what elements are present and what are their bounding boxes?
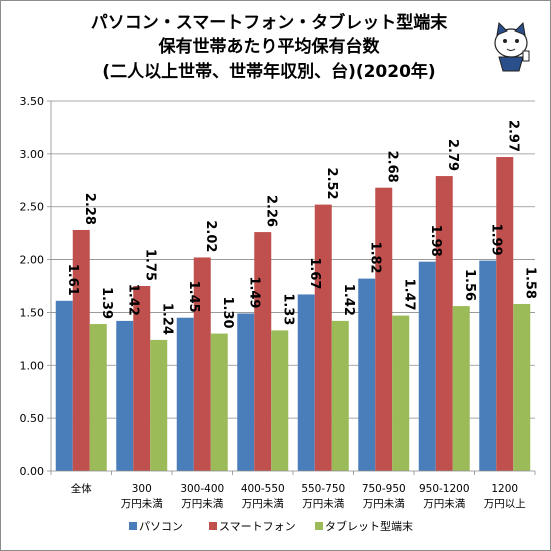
- category-label: 750-950: [362, 483, 406, 495]
- chart-title-line: パソコン・スマートフォン・タブレット型端末: [91, 12, 448, 33]
- y-tick-label: 1.50: [20, 306, 45, 319]
- bar: [496, 157, 514, 471]
- data-label: 1.82: [367, 242, 382, 274]
- y-tick-label: 3.00: [20, 148, 45, 161]
- data-label: 1.99: [488, 224, 503, 256]
- y-axis-ticks: 0.00 0.50 1.00 1.50 2.00 2.50 3.00 3.50: [20, 95, 51, 478]
- category-label: 300-400: [180, 483, 224, 495]
- bar: [314, 204, 332, 471]
- data-label: 2.52: [324, 168, 339, 200]
- category-label: 万円未満: [121, 498, 163, 510]
- cat-body: [498, 56, 524, 72]
- chart-title-line: (二人以上世帯、世帯年収別、台)(2020年): [102, 61, 435, 82]
- data-label: 1.98: [428, 225, 443, 257]
- category-label: 全体: [71, 482, 92, 495]
- cat-eye: [515, 39, 519, 43]
- data-label: 1.61: [65, 264, 80, 296]
- cat-mouth: [506, 48, 516, 51]
- category-label: 950-1200: [419, 483, 470, 495]
- data-label: 1.49: [246, 276, 261, 308]
- data-label: 1.42: [125, 284, 140, 316]
- bar: [116, 320, 134, 471]
- bar: [72, 229, 90, 471]
- bar: [479, 260, 497, 471]
- category-label: 1200: [491, 483, 518, 495]
- category-label: 万円未満: [302, 498, 344, 510]
- bar: [513, 303, 531, 471]
- bars: [55, 157, 531, 472]
- bar: [237, 313, 255, 471]
- bar: [271, 330, 289, 471]
- y-tick-label: 3.50: [20, 95, 45, 108]
- y-tick-label: 2.00: [20, 254, 45, 267]
- data-label: 2.02: [203, 220, 218, 252]
- data-label: 1.67: [307, 257, 322, 289]
- data-label: 2.28: [82, 193, 97, 225]
- category-label: 万円未満: [181, 498, 223, 510]
- data-label: 2.26: [263, 195, 278, 227]
- bar: [150, 339, 168, 471]
- y-tick-label: 2.50: [20, 201, 45, 214]
- data-label: 1.33: [280, 293, 295, 325]
- data-label: 1.58: [522, 267, 537, 299]
- axes: [50, 101, 536, 475]
- category-label: 万円未満: [242, 498, 284, 510]
- data-label: 1.42: [341, 284, 356, 316]
- category-label: 万円未満: [423, 498, 465, 510]
- cat-mascot-icon: [494, 21, 530, 72]
- bar: [254, 232, 272, 471]
- legend-label: スマートフォン: [219, 520, 296, 533]
- data-labels: 1.61 1.42 1.45 1.49 1.67 1.82 1.98 1.99 2.28 1.75…: [65, 120, 538, 335]
- bar: [358, 278, 376, 471]
- bar: [418, 261, 436, 471]
- cat-ear: [496, 21, 508, 36]
- bar: [452, 306, 470, 471]
- data-label: 1.56: [462, 269, 477, 301]
- bar: [375, 187, 393, 471]
- category-label: 550-750: [301, 483, 345, 495]
- cat-eye: [503, 39, 507, 43]
- category-label: 300: [132, 483, 152, 495]
- data-label: 2.97: [505, 120, 520, 152]
- legend: パソコン スマートフォン タブレット型端末: [129, 519, 413, 533]
- data-label: 1.47: [401, 279, 416, 311]
- bar: [392, 315, 410, 471]
- y-tick-label: 0.00: [20, 465, 45, 478]
- bar: [133, 286, 151, 471]
- legend-swatch: [129, 522, 137, 530]
- data-label: 2.68: [384, 151, 399, 183]
- data-label: 1.45: [186, 281, 201, 313]
- chart-title-line: 保有世帯あたり平均保有台数: [158, 36, 381, 57]
- cat-ear: [514, 21, 526, 36]
- bar: [210, 333, 228, 471]
- data-label: 1.24: [159, 303, 174, 335]
- bar: [89, 324, 107, 471]
- bar: [331, 320, 349, 471]
- legend-label: タブレット型端末: [325, 519, 413, 533]
- legend-swatch: [315, 522, 323, 530]
- y-tick-label: 1.00: [20, 359, 45, 372]
- data-label: 2.79: [445, 139, 460, 171]
- data-label: 1.75: [142, 249, 157, 281]
- category-label: 400-550: [241, 483, 285, 495]
- legend-swatch: [209, 522, 217, 530]
- cat-phone: [522, 50, 530, 62]
- bar: [435, 176, 453, 472]
- bar: [193, 257, 211, 471]
- category-label: 万円未満: [363, 498, 405, 510]
- legend-label: パソコン: [139, 520, 183, 533]
- bar: [55, 300, 73, 471]
- category-label: 万円以上: [484, 498, 526, 510]
- data-label: 1.39: [99, 287, 114, 319]
- bar: [297, 294, 315, 471]
- bar: [176, 317, 194, 471]
- y-tick-label: 0.50: [20, 412, 45, 425]
- x-axis-categories: 全体 300 万円未満 300-400 万円未満 400-550 万円未満 550-750 万円…: [71, 482, 526, 510]
- data-label: 1.30: [220, 296, 235, 328]
